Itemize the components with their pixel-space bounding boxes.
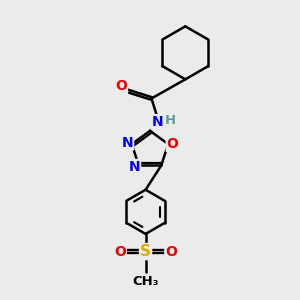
Text: O: O <box>165 244 177 259</box>
Text: N: N <box>152 115 163 129</box>
Text: CH₃: CH₃ <box>132 275 159 288</box>
Text: O: O <box>114 244 126 259</box>
Text: N: N <box>128 160 140 174</box>
Text: O: O <box>167 137 178 151</box>
Text: S: S <box>140 244 151 259</box>
Text: H: H <box>164 114 175 127</box>
Text: N: N <box>122 136 133 150</box>
Text: O: O <box>115 79 127 93</box>
